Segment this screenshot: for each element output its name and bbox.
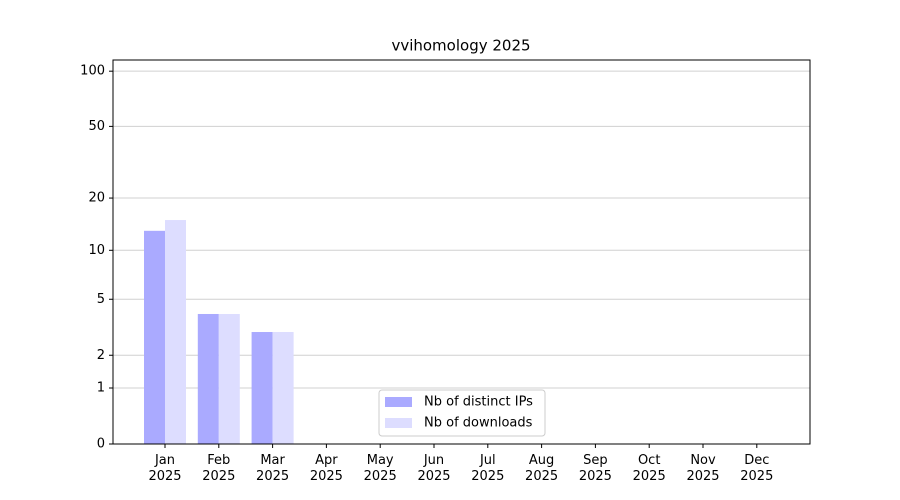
y-tick-label: 5 (97, 292, 105, 307)
x-tick-label: Nov 2025 (686, 453, 720, 484)
x-tick-label: May 2025 (363, 453, 397, 484)
legend: Nb of distinct IPs Nb of downloads (378, 389, 546, 437)
bar (218, 313, 240, 444)
bar (144, 230, 165, 444)
legend-label: Nb of distinct IPs (424, 395, 533, 410)
bar (251, 332, 273, 444)
y-tick-label: 10 (88, 243, 105, 258)
x-tick-label: Jan 2025 (148, 453, 182, 484)
y-tick-label: 50 (88, 119, 105, 134)
x-tick-label: Aug 2025 (525, 453, 559, 484)
x-tick-label: Sep 2025 (578, 453, 612, 484)
x-tick-label: Oct 2025 (632, 453, 666, 484)
legend-swatch (385, 418, 412, 428)
x-tick-label: Feb 2025 (202, 453, 236, 484)
x-tick-label: Mar 2025 (256, 453, 290, 484)
y-tick-label: 20 (88, 191, 105, 206)
legend-box (378, 389, 546, 437)
x-tick-label: Apr 2025 (309, 453, 343, 484)
bar (272, 332, 294, 444)
bar (197, 313, 219, 444)
chart-title: vvihomology 2025 (391, 37, 530, 55)
y-tick-label: 1 (97, 381, 105, 396)
bar (165, 220, 186, 444)
y-tick-label: 100 (80, 64, 105, 79)
y-tick-label: 2 (97, 348, 105, 363)
legend-swatch (385, 397, 412, 407)
y-tick-label: 0 (97, 437, 105, 452)
legend-label: Nb of downloads (424, 416, 533, 431)
plot-frame (112, 59, 811, 445)
x-tick-label: Dec 2025 (740, 453, 774, 484)
x-tick-label: Jun 2025 (417, 453, 451, 484)
x-tick-label: Jul 2025 (471, 453, 505, 484)
